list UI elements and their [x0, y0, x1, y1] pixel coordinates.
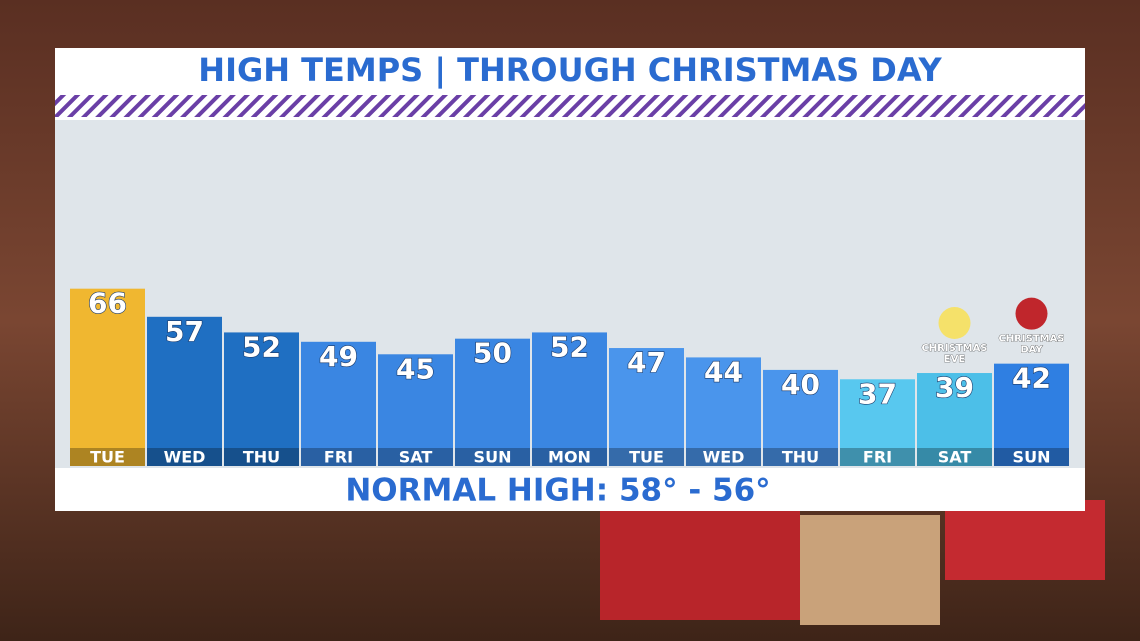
annotation: CHRISTMAS EVE [921, 343, 987, 365]
normal-high: NORMAL HIGH: 58° - 56° [345, 473, 770, 509]
gift-box [945, 500, 1105, 580]
x-tick-label: MON [548, 448, 591, 467]
x-tick-label: THU [243, 448, 280, 467]
value-label: 57 [165, 315, 204, 348]
bar [70, 288, 145, 466]
day-strip [378, 448, 453, 466]
day-strip [994, 448, 1069, 466]
day-strip [301, 448, 376, 466]
x-tick-label: FRI [324, 448, 353, 467]
x-tick-label: TUE [629, 448, 664, 467]
x-tick-label: WED [164, 448, 206, 467]
x-tick-label: WED [703, 448, 745, 467]
annotation-icon [938, 307, 971, 340]
bar [917, 373, 992, 466]
bar [378, 354, 453, 466]
value-label: 42 [1012, 362, 1051, 395]
day-strip [763, 448, 838, 466]
day-strip [532, 448, 607, 466]
day-strip [70, 448, 145, 466]
day-strip [840, 448, 915, 466]
bar [532, 332, 607, 466]
bar [301, 341, 376, 466]
day-strip [147, 448, 222, 466]
x-tick-label: FRI [863, 448, 892, 467]
value-label: 39 [935, 371, 974, 404]
value-label: 37 [858, 377, 897, 410]
bar [840, 379, 915, 466]
value-label: 45 [396, 352, 435, 385]
annotation-icon [1015, 297, 1048, 330]
value-label: 47 [627, 346, 666, 379]
value-label: 66 [88, 287, 127, 320]
x-tick-label: THU [782, 448, 819, 467]
x-tick-label: SAT [399, 448, 433, 467]
value-label: 44 [704, 355, 743, 388]
day-strip [686, 448, 761, 466]
x-tick-label: TUE [90, 448, 125, 467]
value-label: 49 [319, 340, 358, 373]
bar [147, 316, 222, 466]
x-tick-label: SUN [474, 448, 512, 467]
bar [994, 363, 1069, 466]
value-label: 40 [781, 368, 820, 401]
day-strip [455, 448, 530, 466]
x-tick-label: SAT [938, 448, 972, 467]
value-label: 52 [242, 330, 281, 363]
bar [224, 332, 299, 466]
value-label: 52 [550, 330, 589, 363]
gift-box [600, 510, 800, 620]
stripe-band [55, 95, 1085, 117]
bar [455, 338, 530, 466]
chart-title: HIGH TEMPS | THROUGH CHRISTMAS DAY [198, 51, 942, 90]
bar [686, 357, 761, 466]
gift-box [800, 515, 940, 625]
bar [609, 348, 684, 466]
day-strip [917, 448, 992, 466]
bar [763, 369, 838, 466]
annotation: CHRISTMAS DAY [998, 334, 1064, 356]
day-strip [609, 448, 684, 466]
day-strip [224, 448, 299, 466]
x-tick-label: SUN [1013, 448, 1051, 467]
value-label: 50 [473, 337, 512, 370]
